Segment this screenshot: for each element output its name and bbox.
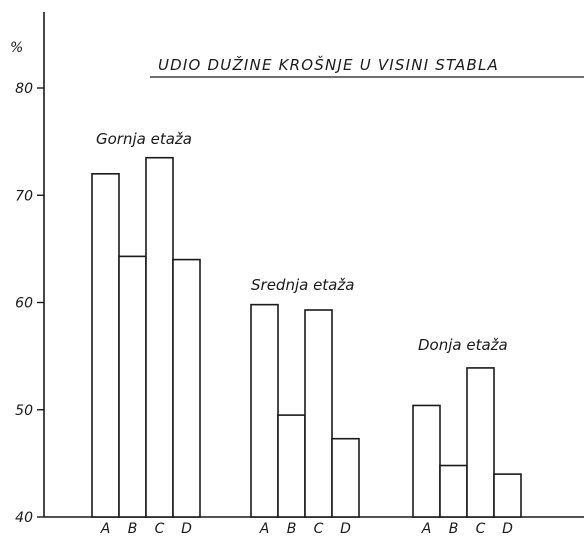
y-unit-label: %	[10, 40, 23, 56]
bar-3-b	[439, 464, 468, 518]
category-tick-label: A	[100, 521, 111, 537]
y-tick-label: 50	[15, 403, 33, 419]
group-label: Srednja etaža	[251, 276, 354, 294]
bar-3-a	[412, 404, 441, 518]
bar-3-c	[466, 367, 495, 518]
group-label: Gornja etaža	[96, 130, 192, 148]
y-tick-label: 80	[15, 81, 33, 97]
bar-1-c	[145, 156, 174, 518]
category-tick-label: D	[502, 521, 513, 537]
category-tick-label: D	[181, 521, 192, 537]
category-tick-label: A	[259, 521, 270, 537]
bar-1-a	[91, 173, 120, 518]
bar-2-d	[331, 437, 360, 518]
category-tick-label: C	[476, 521, 486, 537]
category-tick-label: C	[314, 521, 324, 537]
y-tick-label: 60	[15, 296, 33, 312]
category-tick-label: B	[449, 521, 459, 537]
category-tick-label: B	[287, 521, 297, 537]
bar-2-b	[277, 414, 306, 518]
bar-2-a	[250, 303, 279, 518]
bar-2-c	[304, 309, 333, 518]
bar-1-d	[172, 258, 201, 518]
category-tick-label: A	[421, 521, 432, 537]
y-tick-label: 70	[15, 188, 33, 204]
category-tick-label: C	[155, 521, 165, 537]
y-tick-label: 40	[15, 510, 33, 526]
chart-title: UDIO DUŽINE KROŠNJE U VISINI STABLA	[158, 55, 499, 74]
bar-1-b	[118, 255, 147, 518]
bar-3-d	[493, 473, 522, 518]
category-tick-label: D	[340, 521, 351, 537]
group-label: Donja etaža	[418, 336, 508, 354]
category-tick-label: B	[128, 521, 138, 537]
